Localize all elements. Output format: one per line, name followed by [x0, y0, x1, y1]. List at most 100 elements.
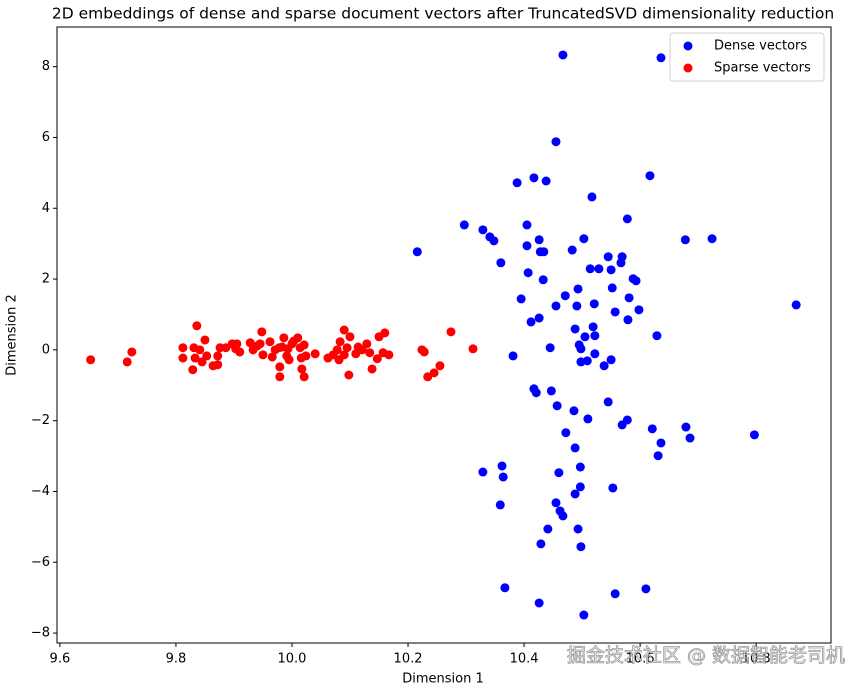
legend-box — [669, 32, 825, 82]
point — [258, 350, 268, 360]
y-tick-label: −6 — [31, 555, 50, 570]
point — [572, 301, 582, 311]
point — [257, 327, 267, 337]
point — [551, 301, 561, 311]
point — [539, 247, 549, 257]
point — [573, 524, 583, 534]
point — [200, 335, 210, 345]
point — [522, 220, 532, 230]
point — [580, 332, 590, 342]
point — [558, 511, 568, 521]
point — [526, 317, 536, 327]
point — [412, 247, 422, 257]
point — [500, 583, 510, 593]
point — [122, 357, 132, 367]
point — [213, 360, 223, 370]
point — [255, 339, 265, 349]
point — [536, 539, 546, 549]
point — [534, 313, 544, 323]
point — [616, 258, 626, 268]
point — [362, 339, 372, 349]
point — [235, 347, 245, 357]
point — [606, 355, 616, 365]
point — [534, 598, 544, 608]
point — [641, 584, 651, 594]
point — [575, 482, 585, 492]
point — [335, 337, 345, 347]
x-tick-label: 10.6 — [626, 652, 655, 667]
plot-frame — [56, 26, 832, 644]
point — [275, 362, 285, 372]
point — [202, 351, 212, 361]
point — [339, 350, 349, 360]
y-tick-label: −4 — [31, 484, 50, 499]
y-tick-label: 0 — [42, 342, 50, 357]
chart-title: 2D embeddings of dense and sparse docume… — [52, 5, 834, 23]
point — [707, 234, 717, 244]
point — [301, 351, 311, 361]
point — [588, 322, 598, 332]
point — [541, 176, 551, 186]
point — [178, 343, 188, 353]
point — [569, 406, 579, 416]
x-tick-label: 10.4 — [510, 652, 539, 667]
point — [554, 468, 564, 478]
point — [178, 353, 188, 363]
point — [478, 467, 488, 477]
point — [299, 340, 309, 350]
point — [367, 364, 377, 374]
point — [496, 258, 506, 268]
point — [647, 424, 657, 434]
point — [265, 337, 275, 347]
point — [575, 462, 585, 472]
point — [468, 344, 478, 354]
point — [190, 353, 200, 363]
point — [576, 357, 586, 367]
point — [523, 268, 533, 278]
point — [339, 325, 349, 335]
point — [495, 500, 505, 510]
point — [508, 351, 518, 361]
point — [419, 347, 429, 357]
y-axis-label: Dimension 2 — [5, 294, 20, 376]
point — [607, 283, 617, 293]
point — [551, 137, 561, 147]
point — [558, 50, 568, 60]
point — [583, 414, 593, 424]
point — [192, 321, 202, 331]
point — [213, 351, 223, 361]
point — [538, 275, 548, 285]
point — [380, 328, 390, 338]
point — [516, 294, 526, 304]
point — [656, 438, 666, 448]
point — [599, 361, 609, 371]
point — [512, 178, 522, 188]
point — [551, 498, 561, 508]
point — [297, 364, 307, 374]
point — [279, 333, 289, 343]
y-tick-label: −2 — [31, 413, 50, 428]
point — [653, 451, 663, 461]
y-tick-label: 2 — [42, 272, 50, 287]
point — [310, 349, 320, 359]
legend-marker — [683, 63, 693, 73]
point — [603, 252, 613, 262]
point — [570, 443, 580, 453]
point — [634, 305, 644, 315]
point — [446, 327, 456, 337]
point — [576, 542, 586, 552]
y-tick-label: 4 — [42, 201, 50, 216]
point — [299, 372, 309, 382]
point — [631, 276, 641, 286]
point — [749, 430, 759, 440]
point — [284, 355, 294, 365]
point — [332, 345, 342, 355]
point — [594, 264, 604, 274]
point — [573, 284, 583, 294]
point — [585, 264, 595, 274]
point — [567, 245, 577, 255]
point — [610, 307, 620, 317]
point — [656, 53, 666, 63]
point — [534, 235, 544, 245]
